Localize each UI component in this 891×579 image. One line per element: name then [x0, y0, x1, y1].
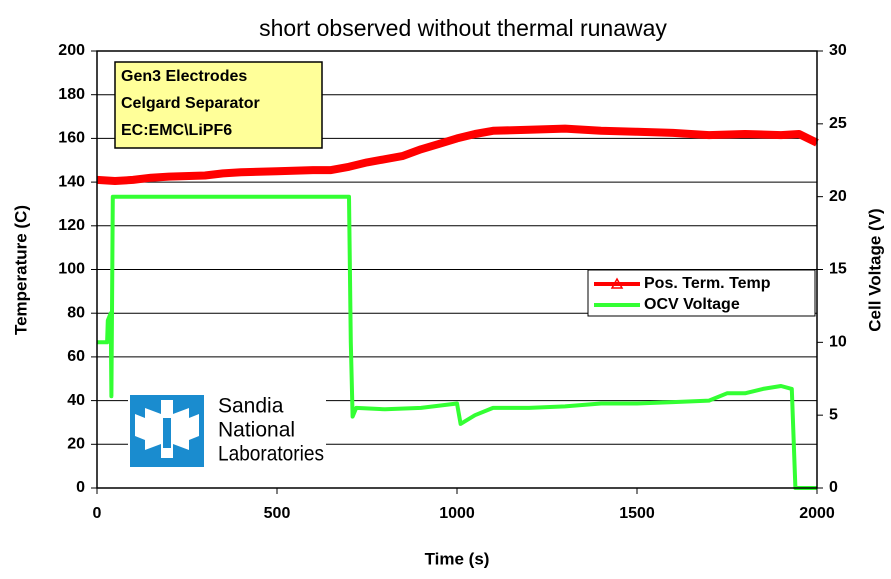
y-tick-label: 60: [67, 348, 85, 365]
y-tick-label: 20: [67, 436, 85, 453]
y-axis-label: Temperature (C): [11, 205, 30, 335]
legend-label: Pos. Term. Temp: [644, 275, 771, 292]
y2-tick-label: 25: [829, 115, 847, 132]
y-tick-label: 180: [58, 86, 85, 103]
chart-title: short observed without thermal runaway: [259, 15, 667, 41]
plot-lines: [96, 124, 819, 490]
y-tick-label: 120: [58, 217, 85, 234]
y-tick-label: 160: [58, 130, 85, 147]
y2-tick-label: 30: [829, 42, 847, 59]
x-tick-label: 1500: [619, 505, 655, 522]
logo-text: Laboratories: [218, 443, 324, 466]
logo-icon: [130, 395, 204, 467]
y-tick-label: 0: [76, 479, 85, 496]
legend: Pos. Term. Temp OCV Voltage: [587, 269, 816, 317]
y2-tick-label: 5: [829, 406, 838, 423]
y-tick-label: 200: [58, 42, 85, 59]
legend-marker: [610, 277, 624, 289]
series-line: [97, 194, 817, 490]
legend-label: OCV Voltage: [644, 296, 740, 313]
series-line: [96, 124, 819, 185]
x-tick-label: 2000: [799, 505, 835, 522]
y2-axis-label: Cell Voltage (V): [865, 208, 884, 331]
y2-tick-label: 20: [829, 188, 847, 205]
logo-text: National: [218, 419, 295, 442]
y-tick-label: 100: [58, 261, 85, 278]
annotation-line: Gen3 Electrodes: [121, 68, 247, 85]
annotation-box: [114, 61, 323, 149]
y-tick-label: 140: [58, 173, 85, 190]
y2-tick-label: 0: [829, 479, 838, 496]
x-tick-label: 0: [93, 505, 102, 522]
x-tick-label: 500: [264, 505, 291, 522]
y2-tick-label: 15: [829, 261, 847, 278]
logo-text: Sandia: [218, 395, 284, 418]
legend-box: [587, 269, 816, 317]
annotation-line: Celgard Separator: [121, 95, 260, 112]
y-tick-label: 40: [67, 392, 85, 409]
x-axis-label: Time (s): [425, 549, 490, 568]
x-tick-label: 1000: [439, 505, 475, 522]
y-tick-label: 80: [67, 304, 85, 321]
y2-tick-label: 10: [829, 334, 847, 351]
annotation-line: EC:EMC\LiPF6: [121, 122, 232, 139]
